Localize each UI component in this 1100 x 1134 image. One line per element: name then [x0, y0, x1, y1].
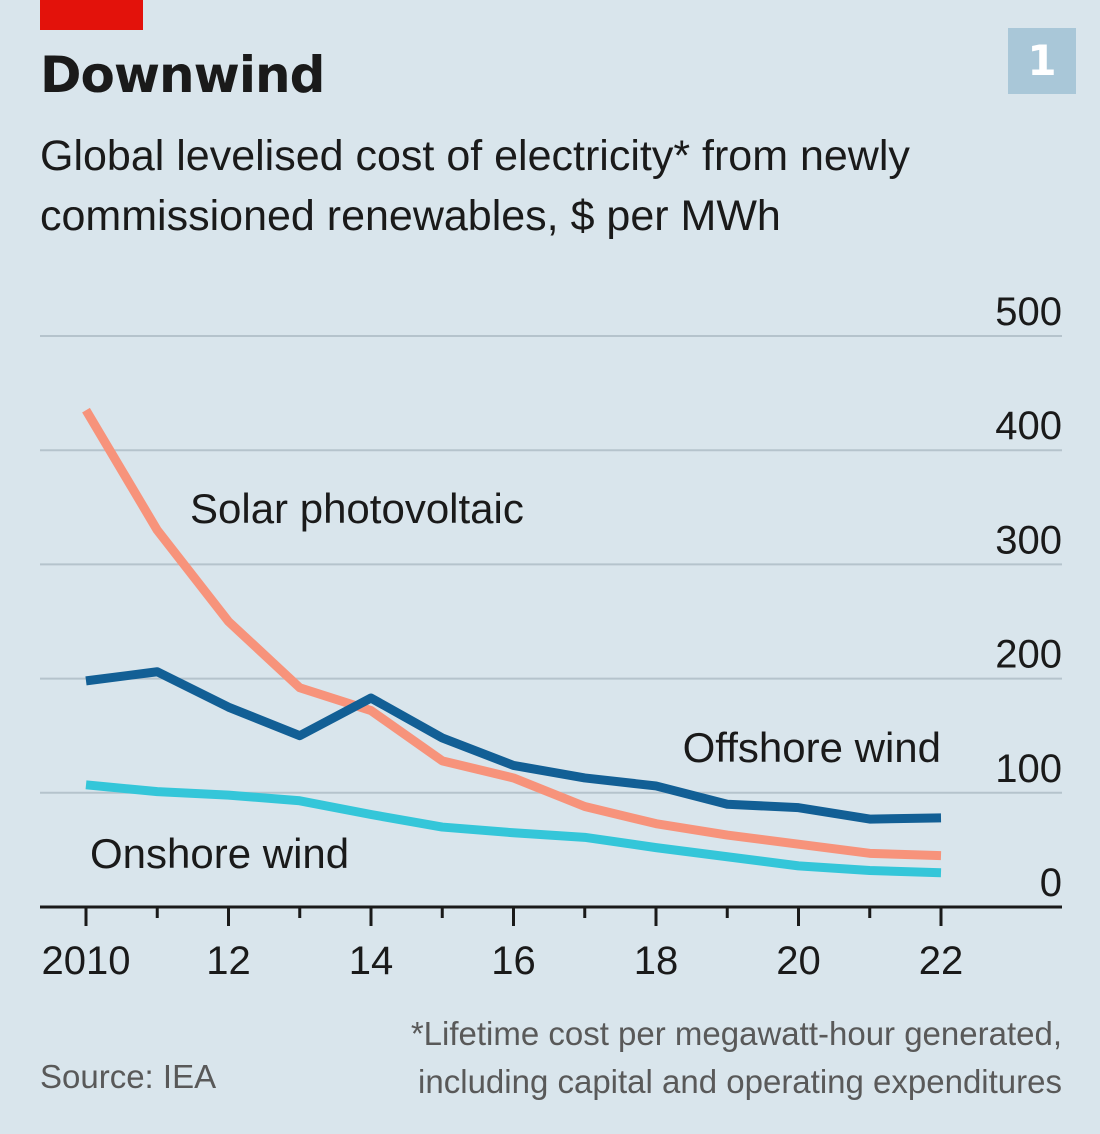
x-tick-label-16: 16: [491, 939, 536, 983]
x-tick-label-12: 12: [206, 939, 251, 983]
x-tick-label-22: 22: [919, 939, 964, 983]
series-label-solar-photovoltaic: Solar photovoltaic: [190, 485, 524, 532]
y-tick-label-100: 100: [995, 747, 1062, 791]
brand-red-tag: [40, 0, 143, 30]
x-tick-label-18: 18: [634, 939, 679, 983]
y-tick-label-400: 400: [995, 404, 1062, 448]
series-label-offshore-wind: Offshore wind: [683, 724, 941, 771]
y-tick-label-200: 200: [995, 633, 1062, 677]
x-tick-label-2010: 2010: [42, 939, 131, 983]
footnote: *Lifetime cost per megawatt-hour generat…: [410, 1015, 1062, 1100]
source-note: Source: IEA: [40, 1058, 217, 1095]
x-tick-label-20: 20: [776, 939, 821, 983]
series-line-solar-photovoltaic: [82, 407, 942, 861]
chart-title: Downwind: [40, 46, 325, 104]
series-line-offshore-wind: [85, 667, 942, 824]
series-label-onshore-wind: Onshore wind: [90, 830, 349, 877]
y-tick-label-300: 300: [995, 518, 1062, 562]
series-line-onshore-wind: [85, 780, 942, 878]
chart-number-badge: 1: [1008, 28, 1076, 94]
y-tick-label-500: 500: [995, 290, 1062, 334]
chart-subtitle: Global levelised cost of electricity* fr…: [40, 132, 910, 240]
y-tick-label-0: 0: [1040, 861, 1062, 905]
x-tick-label-14: 14: [349, 939, 394, 983]
